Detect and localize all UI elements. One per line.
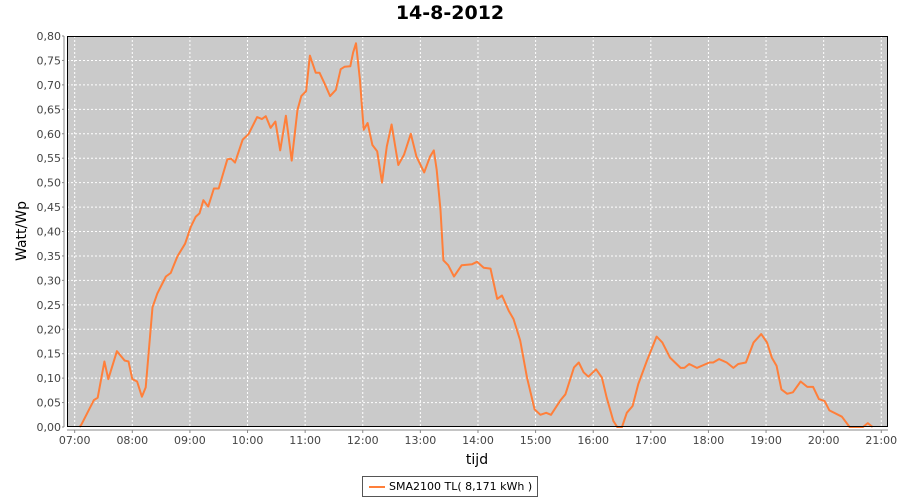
legend: SMA2100 TL( 8,171 kWh ) xyxy=(362,476,538,497)
x-tick-label: 21:00 xyxy=(865,434,897,447)
series-line xyxy=(78,42,874,428)
y-tick-label: 0,45 xyxy=(37,201,62,214)
legend-swatch xyxy=(369,485,385,488)
x-tick-label: 08:00 xyxy=(116,434,148,447)
x-tick-label: 10:00 xyxy=(232,434,264,447)
y-tick-label: 0,55 xyxy=(37,152,62,165)
y-tick-label: 0,60 xyxy=(37,128,62,141)
x-tick-label: 11:00 xyxy=(289,434,321,447)
x-tick-label: 18:00 xyxy=(693,434,725,447)
y-axis: 0,00 0,05 0,10 0,15 0,20 0,25 0,30 0,35 0,40 0,45… xyxy=(37,30,65,434)
grid-lines xyxy=(67,36,888,427)
x-tick-label: 12:00 xyxy=(347,434,379,447)
x-tick-label: 13:00 xyxy=(405,434,437,447)
y-tick-label: 0,40 xyxy=(37,226,62,239)
y-tick-label: 0,65 xyxy=(37,103,62,116)
y-tick-label: 0,20 xyxy=(37,323,62,336)
plot-border xyxy=(67,36,888,427)
y-tick-label: 0,10 xyxy=(37,372,62,385)
y-tick-label: 0,80 xyxy=(37,30,62,43)
y-tick-label: 0,75 xyxy=(37,54,62,67)
x-tick-label: 07:00 xyxy=(59,434,91,447)
x-axis: 07:00 08:00 09:00 10:00 11:00 12:00 13:00 14:00… xyxy=(59,429,897,447)
y-tick-label: 0,35 xyxy=(37,250,62,263)
y-tick-label: 0,70 xyxy=(37,79,62,92)
y-tick-label: 0,25 xyxy=(37,299,62,312)
y-tick-label: 0,05 xyxy=(37,397,62,410)
y-tick-label: 0,50 xyxy=(37,177,62,190)
x-tick-label: 20:00 xyxy=(808,434,840,447)
x-tick-label: 16:00 xyxy=(577,434,609,447)
x-tick-label: 19:00 xyxy=(750,434,782,447)
chart-title: 14-8-2012 xyxy=(395,2,505,24)
x-tick-label: 14:00 xyxy=(462,434,494,447)
y-tick-label: 0,30 xyxy=(37,274,62,287)
x-tick-label: 15:00 xyxy=(520,434,552,447)
x-axis-label: tijd xyxy=(466,452,488,468)
x-tick-label: 09:00 xyxy=(174,434,206,447)
x-tick-label: 17:00 xyxy=(635,434,667,447)
y-tick-label: 0,15 xyxy=(37,348,62,361)
y-tick-label: 0,00 xyxy=(37,421,62,434)
legend-label: SMA2100 TL( 8,171 kWh ) xyxy=(389,480,533,493)
y-axis-label: Watt/Wp xyxy=(14,201,30,261)
